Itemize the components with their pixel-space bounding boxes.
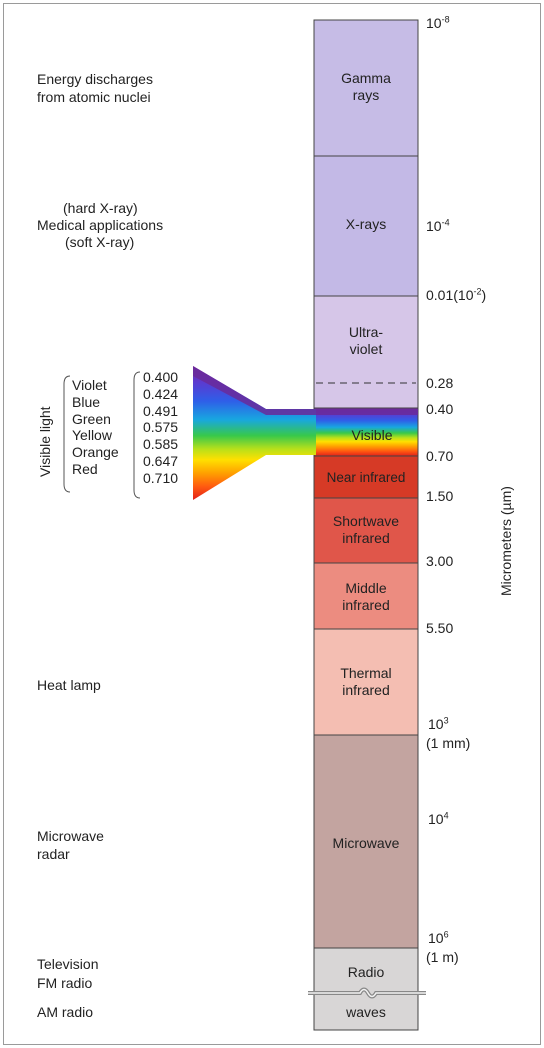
gamma-label-line2: rays [352,87,380,103]
color-yellow: Yellow [72,427,112,444]
tick-0-01-exp: -2 [473,286,482,297]
tick-1e6-base: 10 [428,930,444,946]
soft-xray-label: (soft X-ray) [65,234,135,250]
tick-1e6: 106 [428,930,449,947]
tick-0-01-pre: 0.01(10 [426,287,474,303]
tick-0-01-post: ) [481,287,487,303]
wavelength-bracket [133,371,141,499]
xrays-label: X-rays [345,216,387,232]
tick-0-40: 0.40 [426,401,454,417]
radio-label: Radio [347,964,385,980]
gamma-band [313,19,419,157]
figure-frame [3,3,541,1045]
gamma-label: Gamma rays [314,70,418,104]
microwave-band-label: Microwave [332,835,400,851]
tick-1e-4: 10-4 [426,218,450,235]
axis-label: Micrometers (µm) [498,486,514,596]
color-blue: Blue [72,393,101,410]
visible-label: Visible [351,427,393,443]
microwave-label: Microwave [37,828,104,844]
energy-label-2: from atomic nuclei [37,89,151,105]
tick-1e-8-exp: -8 [441,14,450,25]
wavelength-list: 0.400 0.424 0.491 0.575 0.585 0.647 0.71… [143,369,178,487]
tick-1mm: (1 mm) [426,735,471,751]
mir-label: Middle infrared [314,580,418,614]
medical-label: Medical applications [37,217,164,233]
color-bracket [63,375,71,493]
television-label: Television [37,956,99,972]
tick-0-01: 0.01(10-2) [426,287,486,304]
microwave-band [313,734,419,949]
uv-label-line2: violet [349,341,383,357]
waves-label: waves [346,1004,386,1020]
wavelength-0424: 0.424 [143,385,179,402]
color-red: Red [72,460,98,477]
wavelength-0575: 0.575 [143,419,179,436]
color-violet: Violet [72,377,107,393]
tick-1e3-base: 10 [428,716,444,732]
tick-1e4-exp: 4 [443,810,449,821]
visible-color-list: Violet Blue Green Yellow Orange Red [72,377,119,478]
wavelength-0400: 0.400 [143,369,179,385]
tick-1-50: 1.50 [426,488,454,504]
tick-1e-8-base: 10 [426,15,442,31]
tick-0-70: 0.70 [426,448,454,464]
tick-1e3: 103 [428,716,449,733]
gamma-label-line1: Gamma [341,70,391,86]
fm-radio-label: FM radio [37,975,93,991]
radar-label: radar [37,846,70,862]
uv-band [313,295,419,409]
tick-0-28: 0.28 [426,375,454,391]
swir-label-line2: infrared [342,530,390,546]
color-orange: Orange [72,444,119,461]
tick-1e-4-base: 10 [426,218,442,234]
visible-light-title: Visible light [37,406,53,477]
swir-label-line1: Shortwave [332,513,400,529]
mir-label-line1: Middle [345,580,387,596]
tick-1e-8: 10-8 [426,15,450,32]
energy-label-1: Energy discharges [37,71,153,87]
wavelength-0585: 0.585 [143,436,179,453]
uv-label-line1: Ultra- [348,324,384,340]
tick-1m: (1 m) [426,949,459,965]
wavelength-0491: 0.491 [143,402,179,419]
near-ir-label: Near infrared [326,470,406,485]
uv-label: Ultra- violet [314,324,418,358]
tir-label: Thermal infrared [314,665,418,699]
hard-xray-label: (hard X-ray) [63,200,138,216]
tir-label-line1: Thermal [340,665,392,681]
mir-label-line2: infrared [342,597,390,613]
near-ir-band [313,455,419,499]
visible-light-funnel [193,366,316,500]
tick-3-00: 3.00 [426,553,454,569]
tick-1e3-exp: 3 [443,715,449,726]
tick-1e4: 104 [428,811,449,828]
heat-lamp-label: Heat lamp [37,677,101,693]
tick-1e4-base: 10 [428,811,444,827]
tir-label-line2: infrared [342,682,390,698]
wavelength-0647: 0.647 [143,452,179,469]
color-green: Green [72,410,111,427]
am-radio-label: AM radio [37,1004,94,1020]
swir-band [313,497,419,564]
mir-band [313,562,419,630]
xray-band [313,155,419,297]
tick-5-50: 5.50 [426,620,454,636]
tick-1e-4-exp: -4 [441,217,450,228]
wavelength-0710: 0.710 [143,469,179,486]
tick-1e6-exp: 6 [443,929,449,940]
violet-sash [193,366,418,415]
swir-label: Shortwave infrared [314,513,418,547]
